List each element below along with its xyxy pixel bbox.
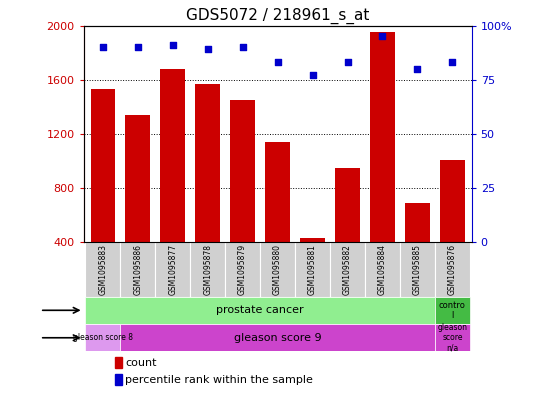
Bar <box>225 242 260 297</box>
Bar <box>440 160 465 297</box>
Point <box>203 46 212 53</box>
Bar <box>365 242 400 297</box>
Bar <box>435 324 470 351</box>
Text: GSM1095886: GSM1095886 <box>133 244 142 295</box>
Bar <box>230 100 255 297</box>
Point <box>448 59 457 66</box>
Text: GSM1095885: GSM1095885 <box>413 244 422 295</box>
Text: GSM1095877: GSM1095877 <box>168 244 177 295</box>
Text: GSM1095884: GSM1095884 <box>378 244 387 295</box>
Text: prostate cancer: prostate cancer <box>216 305 304 315</box>
Point <box>378 33 387 40</box>
Bar <box>435 297 470 324</box>
Text: gleason score 8: gleason score 8 <box>73 333 133 342</box>
Bar <box>260 242 295 297</box>
Text: percentile rank within the sample: percentile rank within the sample <box>126 375 313 385</box>
Text: contro
l: contro l <box>439 301 466 320</box>
Text: GSM1095883: GSM1095883 <box>98 244 107 295</box>
Title: GDS5072 / 218961_s_at: GDS5072 / 218961_s_at <box>186 8 369 24</box>
Text: gleason score 9: gleason score 9 <box>234 333 321 343</box>
Bar <box>265 142 290 297</box>
Bar <box>115 357 122 368</box>
Text: GSM1095879: GSM1095879 <box>238 244 247 295</box>
Text: GSM1095878: GSM1095878 <box>203 244 212 295</box>
Bar <box>300 238 325 297</box>
Point <box>168 42 177 48</box>
Bar <box>435 242 470 297</box>
Bar <box>370 32 395 297</box>
Bar <box>405 203 430 297</box>
Point <box>413 66 421 72</box>
Bar <box>120 242 155 297</box>
Bar <box>115 374 122 385</box>
Bar <box>295 242 330 297</box>
Bar <box>196 84 220 297</box>
Bar <box>400 242 435 297</box>
Bar <box>85 324 120 351</box>
Text: gleason
score
n/a: gleason score n/a <box>437 323 467 353</box>
Bar <box>155 242 190 297</box>
Bar <box>91 89 115 297</box>
Point <box>238 44 247 50</box>
Text: GSM1095876: GSM1095876 <box>448 244 457 295</box>
Bar <box>190 242 225 297</box>
Text: GSM1095880: GSM1095880 <box>273 244 282 295</box>
Point <box>343 59 352 66</box>
Bar <box>330 242 365 297</box>
Point <box>273 59 282 66</box>
Point <box>308 72 317 79</box>
Bar <box>161 69 185 297</box>
Bar <box>120 324 435 351</box>
Bar <box>85 242 120 297</box>
Text: count: count <box>126 358 157 368</box>
Text: GSM1095881: GSM1095881 <box>308 244 317 295</box>
Point <box>99 44 107 50</box>
Text: GSM1095882: GSM1095882 <box>343 244 352 295</box>
Point <box>134 44 142 50</box>
Bar <box>335 168 360 297</box>
Bar <box>126 115 150 297</box>
